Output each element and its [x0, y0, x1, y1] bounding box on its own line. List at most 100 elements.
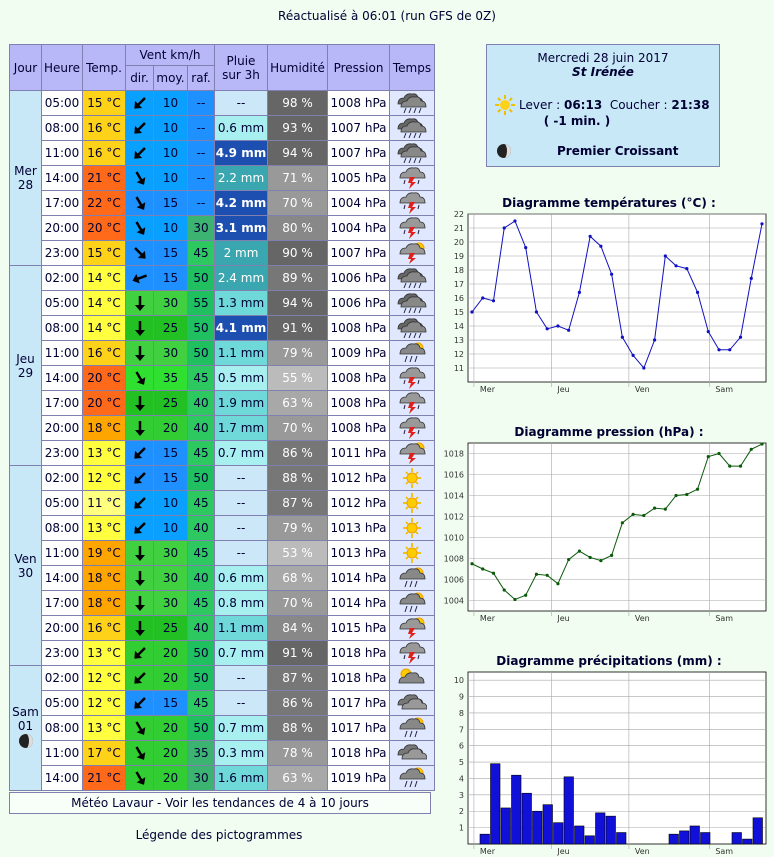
- weather-cell: [389, 715, 435, 741]
- rain-cell: 0.3 mm: [214, 740, 268, 766]
- hour-cell: 14:00: [41, 165, 83, 191]
- rain-cell: 0.7 mm: [214, 715, 268, 741]
- forecast-row: Sam 01 02:00 12 °C 20 50 -- 87 % 1018 hPa: [9, 665, 435, 791]
- rain-bar: [700, 832, 711, 845]
- y-tick-label: 9: [459, 693, 464, 702]
- y-tick-label: 5: [459, 758, 464, 767]
- humidity-cell: 79 %: [267, 340, 328, 366]
- wind-gust-cell: 50: [187, 465, 215, 491]
- weather-cell: [389, 290, 435, 316]
- weather-cell: [389, 115, 435, 141]
- rain-cell: 0.8 mm: [214, 590, 268, 616]
- y-tick-label: 4: [459, 774, 464, 783]
- humidity-cell: 86 %: [267, 690, 328, 716]
- y-tick-label: 12: [454, 350, 464, 359]
- wind-gust-cell: 40: [187, 565, 215, 591]
- footer-link[interactable]: Météo Lavaur - Voir les tendances de 4 à…: [9, 792, 431, 814]
- day-cell: Ven 30: [9, 465, 42, 666]
- col-pluie: Pluie sur 3h: [214, 44, 268, 91]
- hour-cell: 02:00: [41, 465, 83, 491]
- data-point: [620, 521, 624, 525]
- wind-gust-cell: 30: [187, 215, 215, 241]
- cloudsun-weather-icon: [398, 668, 425, 684]
- humidity-cell: 53 %: [267, 540, 328, 566]
- pressure-cell: 1018 hPa: [327, 740, 390, 766]
- wind-dir-cell: [125, 190, 154, 216]
- storm-weather-icon: [399, 167, 426, 189]
- hour-cell: 08:00: [41, 715, 83, 741]
- rain-cell: 0.6 mm: [214, 115, 268, 141]
- data-point: [695, 487, 700, 491]
- sun-icon: [495, 95, 515, 118]
- data-point: [599, 244, 603, 248]
- temp-cell: 12 °C: [82, 465, 126, 491]
- pressure-cell: 1006 hPa: [327, 265, 390, 291]
- data-point: [481, 296, 485, 300]
- forecast-row: 05:00 14 °C 30 55 1.3 mm 94 % 1006 hPa: [10, 290, 435, 316]
- wind-dir-cell: [125, 265, 154, 291]
- wind-dir-cell: [125, 640, 154, 666]
- weather-cell: [389, 490, 435, 516]
- y-tick-label: 7: [459, 725, 464, 734]
- x-tick-label: Sam: [715, 385, 733, 394]
- rain-cell: 4.1 mm: [214, 315, 268, 341]
- humidity-cell: 55 %: [267, 365, 328, 391]
- x-tick-label: Sam: [715, 847, 733, 856]
- hour-cell: 14:00: [41, 565, 83, 591]
- moon-phase: Premier Croissant: [557, 144, 679, 158]
- weather-cell: [389, 540, 435, 566]
- weather-cell: [389, 690, 435, 716]
- wind-gust-cell: 50: [187, 340, 215, 366]
- hour-cell: 05:00: [41, 90, 83, 116]
- forecast-row: 08:00 13 °C 10 40 -- 79 % 1013 hPa: [10, 515, 435, 541]
- rain-cell: --: [214, 490, 268, 516]
- temp-cell: 13 °C: [82, 715, 126, 741]
- wind-arrow-icon: [134, 596, 145, 611]
- forecast-row: 11:00 16 °C 10 -- 4.9 mm 94 % 1007 hPa: [10, 140, 435, 166]
- pressure-cell: 1004 hPa: [327, 190, 390, 216]
- forecast-row: 05:00 11 °C 10 45 -- 87 % 1012 hPa: [10, 490, 435, 516]
- wind-gust-cell: --: [187, 90, 215, 116]
- rain-bar: [553, 822, 564, 845]
- humidity-cell: 94 %: [267, 290, 328, 316]
- wind-gust-cell: --: [187, 190, 215, 216]
- pressure-cell: 1008 hPa: [327, 365, 390, 391]
- cloud-weather-icon: [397, 694, 427, 710]
- data-point: [556, 324, 560, 328]
- forecast-row: 17:00 22 °C 15 -- 4.2 mm 70 % 1004 hPa: [10, 190, 435, 216]
- wind-gust-cell: 40: [187, 390, 215, 416]
- wind-arrow-icon: [133, 522, 146, 534]
- legend-link[interactable]: Légende des pictogrammes: [135, 828, 303, 842]
- humidity-cell: 90 %: [267, 240, 328, 266]
- wind-dir-cell: [125, 540, 154, 566]
- pressure-cell: 1019 hPa: [327, 765, 390, 791]
- humidity-cell: 93 %: [267, 115, 328, 141]
- wind-arrow-icon: [134, 346, 145, 361]
- data-point: [760, 442, 764, 446]
- data-point: [588, 234, 592, 238]
- wind-arrow-icon: [133, 672, 146, 684]
- rain-cell: --: [214, 690, 268, 716]
- wind-dir-cell: [125, 715, 154, 741]
- day-name: Mer: [14, 164, 37, 178]
- wind-avg-cell: 15: [153, 440, 188, 466]
- sun-weather-icon: [403, 518, 421, 538]
- col-pluie-l2: sur 3h: [222, 67, 260, 82]
- wind-arrow-icon: [134, 746, 145, 760]
- wind-dir-cell: [125, 165, 154, 191]
- astro-panel: Mercredi 28 juin 2017 St Irénée Lever : …: [486, 44, 720, 167]
- x-tick-label: Ven: [635, 614, 650, 623]
- rain-cell: 0.7 mm: [214, 640, 268, 666]
- weather-cell: [389, 340, 435, 366]
- y-tick-label: 20: [454, 238, 464, 247]
- pressure-cell: 1018 hPa: [327, 640, 390, 666]
- x-tick-label: Ven: [635, 847, 650, 856]
- col-temps: Temps: [389, 44, 435, 91]
- temperature-chart: 11 12 13 14 15 16 17 18 19 20 21 22 Mer Jeu Ven Sam: [454, 210, 767, 394]
- pressure-cell: 1006 hPa: [327, 290, 390, 316]
- wind-gust-cell: --: [187, 140, 215, 166]
- rain-bar: [479, 833, 490, 845]
- wind-gust-cell: 45: [187, 490, 215, 516]
- forecast-row: 08:00 13 °C 20 50 0.7 mm 88 % 1017 hPa: [10, 715, 435, 741]
- data-point: [663, 507, 667, 511]
